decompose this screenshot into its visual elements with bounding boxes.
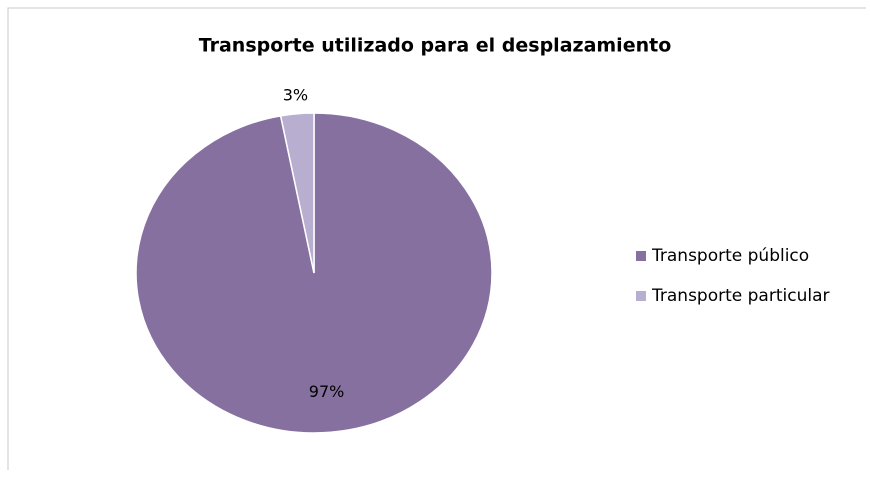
pie-slice (135, 112, 493, 434)
legend-swatch (636, 251, 646, 261)
data-label: 3% (283, 86, 308, 105)
legend-label: Transporte público (651, 246, 809, 266)
pie-slice (279, 112, 315, 274)
chart-title: Transporte utilizado para el desplazamie… (199, 35, 672, 57)
legend-label: Transporte particular (651, 286, 829, 306)
data-label: 97% (309, 382, 345, 401)
chart-frame (7, 7, 866, 470)
legend-swatch (636, 291, 646, 301)
